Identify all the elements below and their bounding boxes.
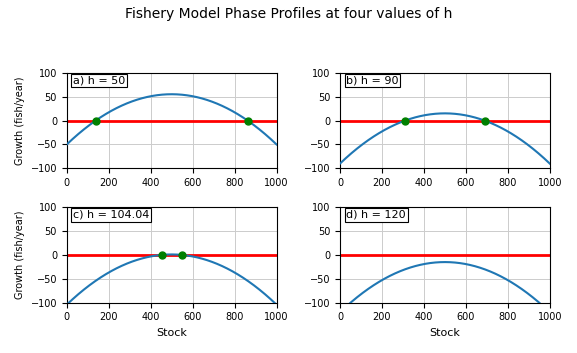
Text: a) h = 50: a) h = 50 xyxy=(73,76,125,85)
Text: d) h = 120: d) h = 120 xyxy=(346,210,406,220)
Y-axis label: Growth (fish/year): Growth (fish/year) xyxy=(15,76,25,165)
Text: c) h = 104.04: c) h = 104.04 xyxy=(73,210,149,220)
Text: b) h = 90: b) h = 90 xyxy=(346,76,399,85)
Y-axis label: Growth (fish/year): Growth (fish/year) xyxy=(15,211,25,299)
X-axis label: Stock: Stock xyxy=(156,328,187,338)
Text: Fishery Model Phase Profiles at four values of h: Fishery Model Phase Profiles at four val… xyxy=(125,7,452,21)
X-axis label: Stock: Stock xyxy=(429,328,460,338)
